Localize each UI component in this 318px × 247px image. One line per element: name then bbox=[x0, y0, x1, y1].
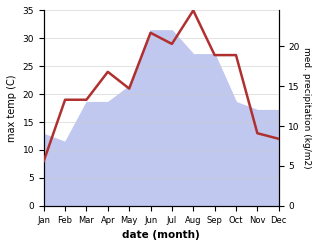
Y-axis label: max temp (C): max temp (C) bbox=[7, 74, 17, 142]
Y-axis label: med. precipitation (kg/m2): med. precipitation (kg/m2) bbox=[302, 47, 311, 169]
X-axis label: date (month): date (month) bbox=[122, 230, 200, 240]
